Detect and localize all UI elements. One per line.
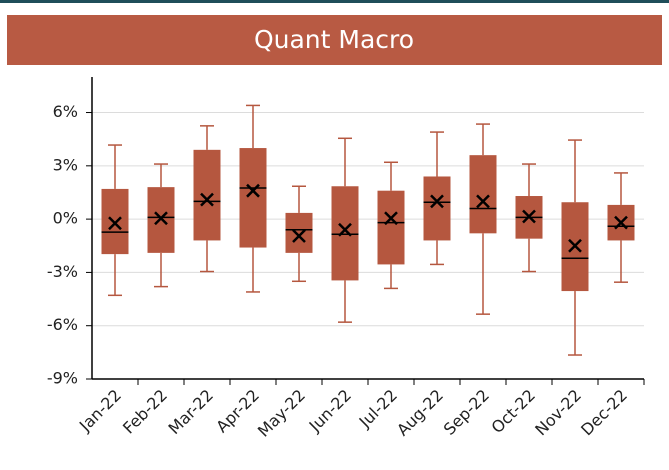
mean-marker bbox=[154, 211, 168, 226]
box bbox=[469, 155, 497, 234]
mean-marker bbox=[614, 215, 628, 230]
box bbox=[239, 148, 267, 248]
y-tick-label: -6% bbox=[47, 315, 78, 334]
box bbox=[377, 190, 405, 265]
x-tick-label: Sep-22 bbox=[440, 386, 493, 439]
y-tick-label: 6% bbox=[53, 102, 78, 121]
y-tick-label: 3% bbox=[53, 155, 78, 174]
x-tick-label: Jan-22 bbox=[75, 386, 125, 436]
mean-marker bbox=[522, 209, 536, 224]
box bbox=[331, 186, 359, 281]
box bbox=[423, 176, 451, 241]
title-banner bbox=[7, 15, 662, 65]
mean-marker bbox=[338, 222, 352, 237]
mean-marker bbox=[200, 192, 214, 207]
mean-marker bbox=[430, 194, 444, 209]
box bbox=[193, 149, 221, 241]
x-tick-label: Nov-22 bbox=[531, 386, 585, 440]
x-tick-label: Mar-22 bbox=[164, 386, 217, 439]
box bbox=[147, 187, 175, 253]
y-tick-label: 0% bbox=[53, 209, 78, 228]
mean-marker bbox=[292, 229, 306, 243]
x-tick-label: Feb-22 bbox=[119, 386, 171, 438]
x-tick-label: Oct-22 bbox=[488, 386, 539, 437]
chart-title: Quant Macro bbox=[254, 25, 414, 54]
y-tick-label: -3% bbox=[47, 262, 78, 281]
x-tick-label: Jun-22 bbox=[305, 386, 355, 436]
x-tick-label: May-22 bbox=[254, 386, 309, 441]
x-tick-label: Aug-22 bbox=[393, 386, 447, 440]
mean-marker bbox=[476, 194, 490, 209]
y-tick-label: -9% bbox=[47, 369, 78, 388]
mean-marker bbox=[108, 216, 122, 231]
mean-marker bbox=[246, 183, 260, 198]
mean-marker bbox=[568, 238, 582, 253]
top-border bbox=[0, 0, 669, 3]
mean-marker bbox=[384, 211, 398, 226]
box bbox=[285, 212, 313, 253]
x-tick-label: Dec-22 bbox=[577, 386, 631, 440]
